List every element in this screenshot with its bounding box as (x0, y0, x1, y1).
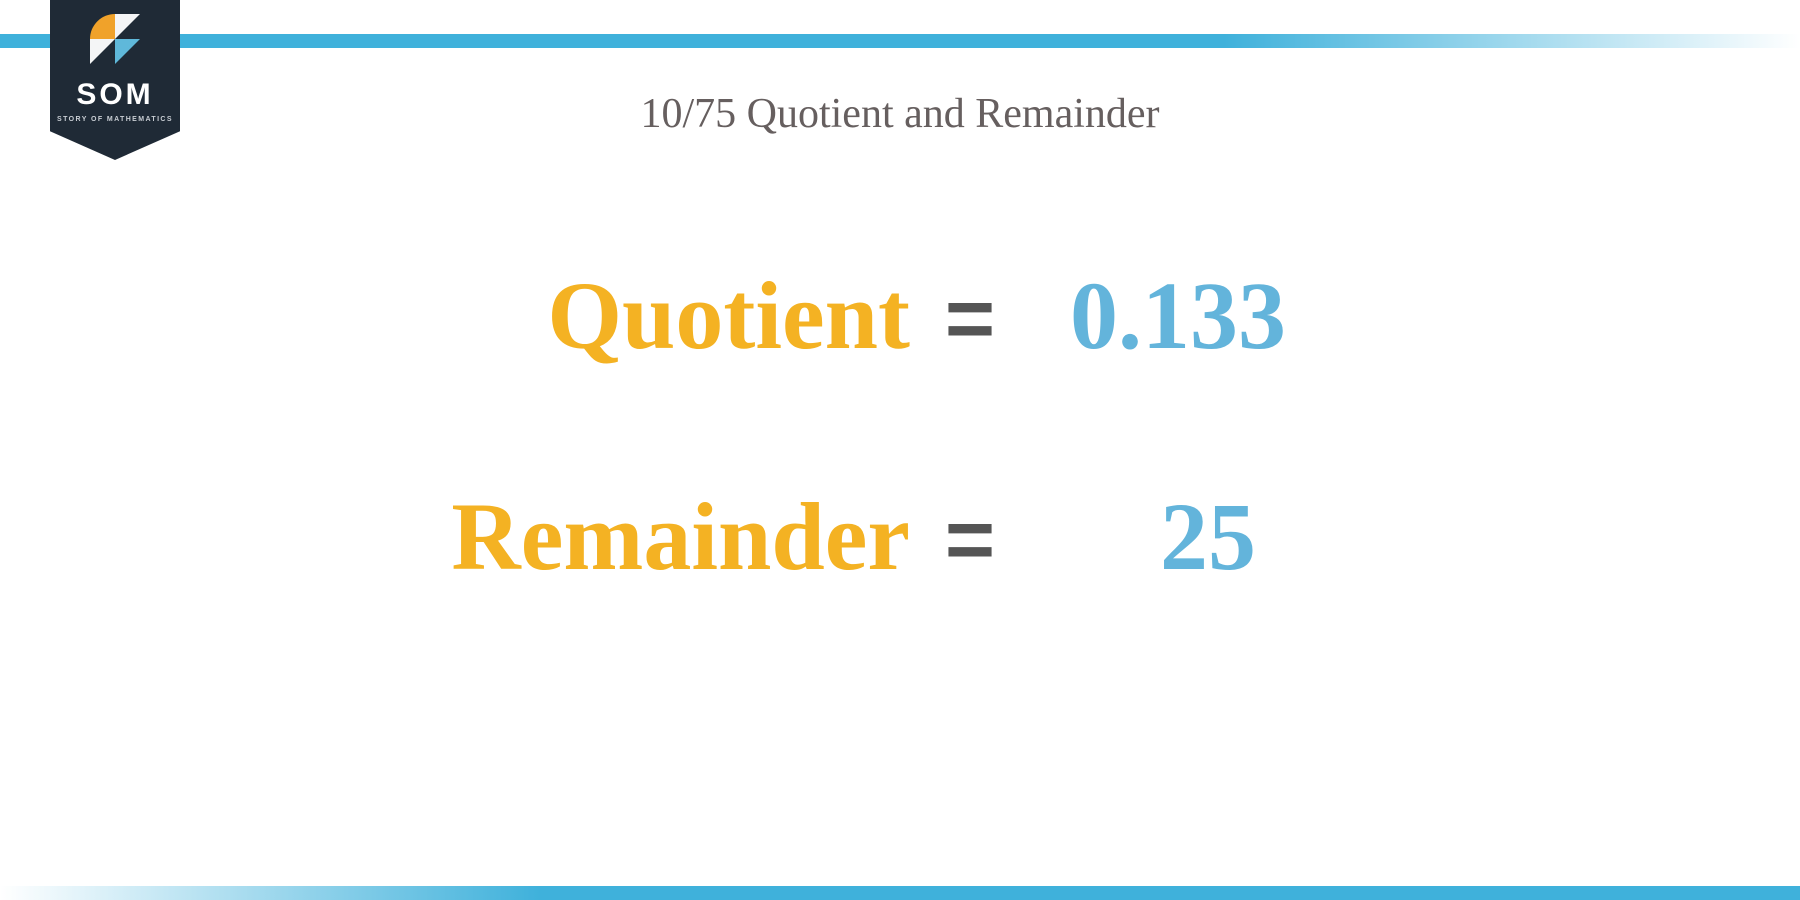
brand-short-name: SOM (50, 78, 180, 112)
quotient-row: Quotient = 0.133 (350, 260, 1450, 371)
equals-sign: = (910, 270, 1030, 369)
brand-logo-badge: SOM STORY OF MATHEMATICS (50, 0, 180, 160)
brand-tagline: STORY OF MATHEMATICS (50, 116, 180, 123)
page-title: 10/75 Quotient and Remainder (0, 90, 1800, 138)
equals-sign: = (910, 491, 1030, 590)
remainder-value: 25 (1030, 481, 1450, 592)
result-block: Quotient = 0.133 Remainder = 25 (350, 260, 1450, 702)
brand-logo-icon (90, 14, 140, 64)
quotient-label: Quotient (350, 260, 910, 371)
quotient-value: 0.133 (1030, 260, 1450, 371)
remainder-label: Remainder (350, 481, 910, 592)
bottom-accent-bar (0, 886, 1800, 900)
remainder-row: Remainder = 25 (350, 481, 1450, 592)
top-accent-bar (0, 34, 1800, 48)
